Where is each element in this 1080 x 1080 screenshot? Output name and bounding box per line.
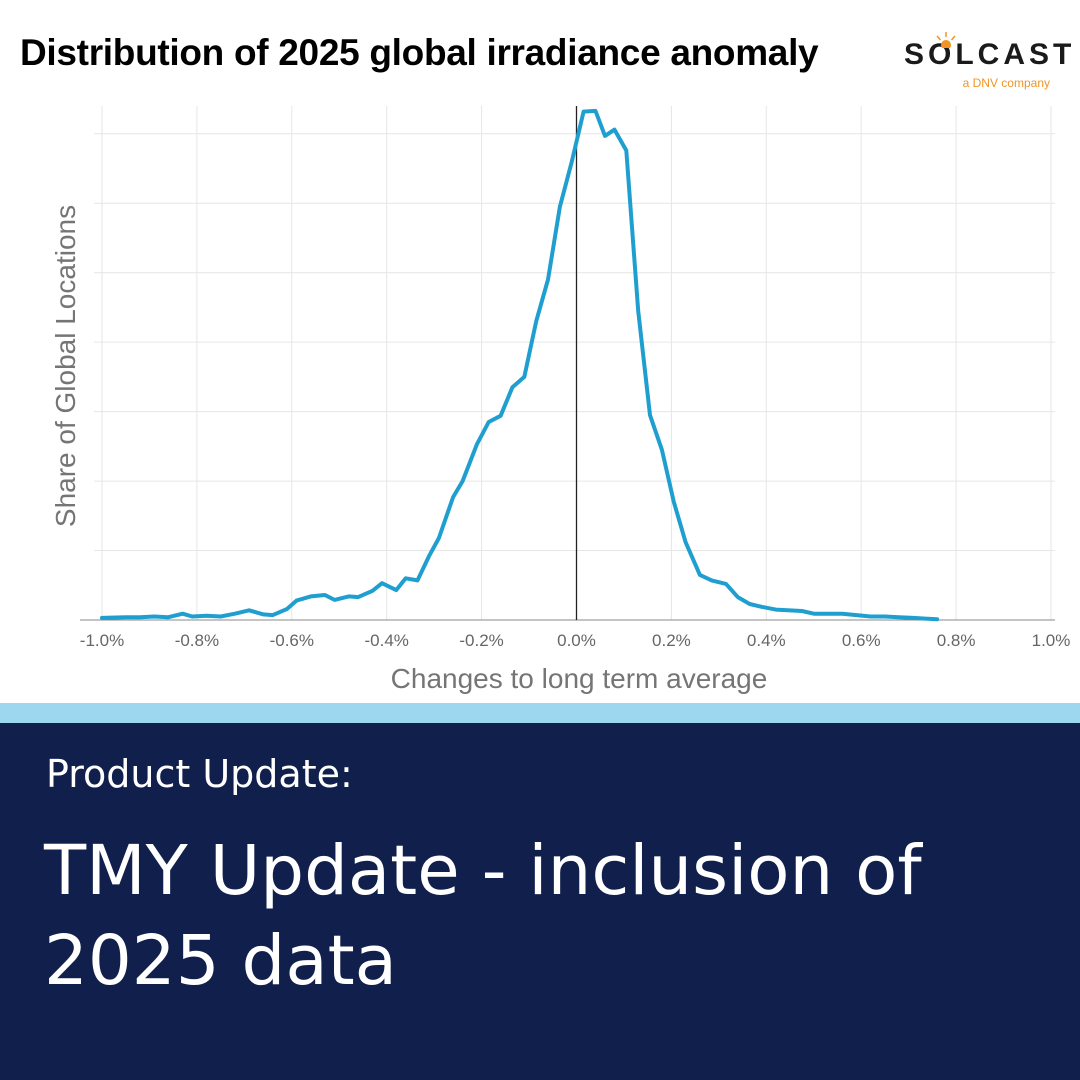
x-axis-title: Changes to long term average <box>391 663 768 694</box>
x-tick-label: 0.4% <box>747 631 786 650</box>
grid-lines <box>94 106 1055 620</box>
banner-headline: TMY Update - inclusion of 2025 data <box>44 831 922 1001</box>
y-axis-title: Share of Global Locations <box>50 205 81 527</box>
chart-title: Distribution of 2025 global irradiance a… <box>20 32 819 73</box>
irradiance-anomaly-chart: -1.0% -0.8% -0.6% -0.4% -0.2% 0.0% 0.2% 0.4% 0.6… <box>50 106 1071 694</box>
x-tick-label: -0.2% <box>459 631 503 650</box>
x-tick-label: -0.4% <box>364 631 408 650</box>
brand-tagline: a DNV company <box>962 76 1050 90</box>
x-tick-label: -0.6% <box>270 631 314 650</box>
x-tick-labels: -1.0% -0.8% -0.6% -0.4% -0.2% 0.0% 0.2% 0.4% 0.6… <box>80 631 1071 650</box>
x-tick-label: 0.2% <box>652 631 691 650</box>
x-tick-label: -0.8% <box>175 631 219 650</box>
banner-divider-stripe <box>0 703 1080 723</box>
brand-wordmark: SOLCAST <box>904 38 1076 71</box>
x-tick-label: 1.0% <box>1032 631 1071 650</box>
series-line <box>100 108 940 622</box>
product-update-banner <box>0 723 1080 1080</box>
banner-kicker: Product Update: <box>46 752 353 796</box>
sun-icon <box>936 32 956 48</box>
x-tick-label: -1.0% <box>80 631 124 650</box>
x-tick-label: 0.0% <box>557 631 596 650</box>
x-tick-label: 0.6% <box>842 631 881 650</box>
x-tick-label: 0.8% <box>937 631 976 650</box>
brand-logo[interactable]: SOLCAST a DNV company <box>900 30 1071 100</box>
